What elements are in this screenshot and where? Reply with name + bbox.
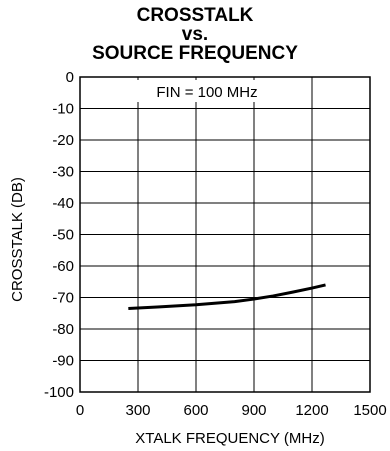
y-tick-label: -90	[52, 353, 74, 370]
y-tick-label: -30	[52, 164, 74, 181]
annotation-background	[132, 80, 282, 102]
y-tick-label: -50	[52, 227, 74, 244]
y-tick-label: -10	[52, 101, 74, 118]
chart-title-line-1: CROSSTALK	[136, 5, 254, 26]
x-tick-label: 0	[76, 402, 84, 419]
series-line	[128, 283, 326, 311]
x-tick-label: 1200	[295, 402, 328, 419]
y-tick-label: -40	[52, 195, 74, 212]
y-tick-label: -60	[52, 258, 74, 275]
x-tick-label: 1500	[353, 402, 386, 419]
chart-title-line-2: vs.	[181, 24, 209, 45]
plot-frame	[79, 76, 371, 393]
y-tick-label: -100	[44, 384, 74, 401]
y-tick-label: -70	[52, 290, 74, 307]
x-tick-label: 600	[183, 402, 208, 419]
y-axis-label: CROSSTALK (DB)	[9, 177, 26, 302]
x-axis-label: XTALK FREQUENCY (MHz)	[135, 430, 324, 447]
annotation-label: FIN = 100 MHz	[156, 84, 257, 101]
chart-title-line-3: SOURCE FREQUENCY	[92, 43, 298, 64]
x-tick-label: 300	[125, 402, 150, 419]
y-tick-label: -20	[52, 132, 74, 149]
x-tick-label: 900	[241, 402, 266, 419]
y-tick-label: -80	[52, 321, 74, 338]
y-tick-label: 0	[66, 69, 74, 86]
